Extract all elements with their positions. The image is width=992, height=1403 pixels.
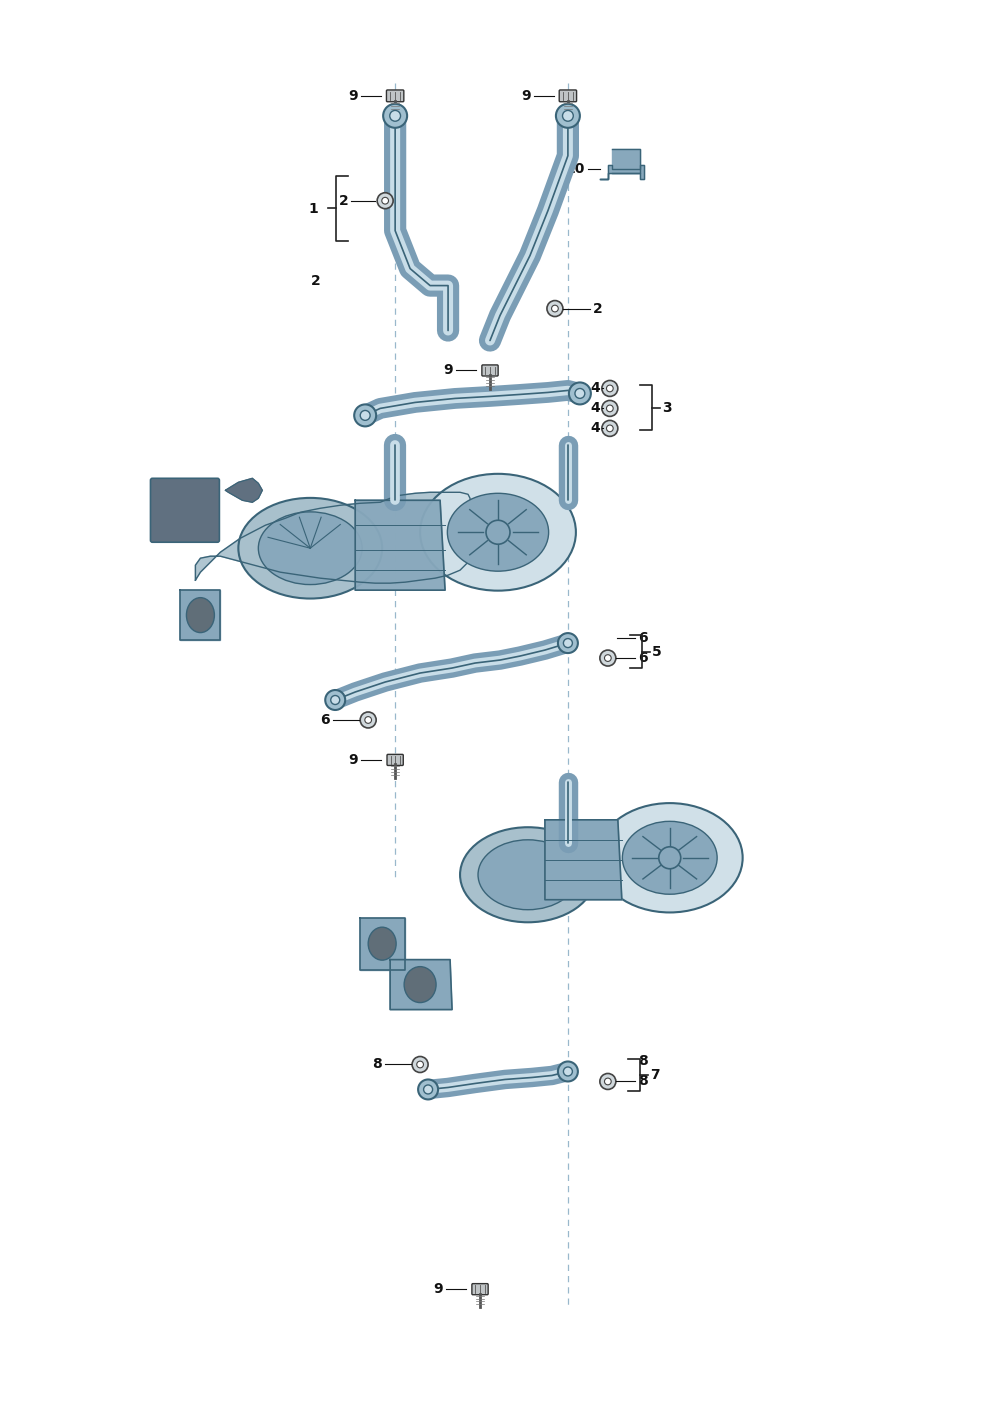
FancyBboxPatch shape (387, 755, 404, 766)
Circle shape (606, 425, 613, 432)
Circle shape (606, 405, 613, 411)
Circle shape (659, 847, 681, 868)
Text: 8: 8 (638, 1055, 648, 1069)
Circle shape (563, 638, 572, 648)
Text: 4: 4 (590, 382, 600, 396)
Text: 9: 9 (522, 88, 531, 102)
Circle shape (606, 384, 613, 391)
Circle shape (325, 690, 345, 710)
Text: 7: 7 (650, 1069, 660, 1083)
Circle shape (562, 111, 573, 121)
Text: 9: 9 (348, 88, 358, 102)
Ellipse shape (622, 821, 717, 894)
Circle shape (486, 521, 510, 544)
Circle shape (365, 717, 372, 724)
Circle shape (360, 711, 376, 728)
Ellipse shape (368, 927, 396, 960)
FancyBboxPatch shape (387, 90, 404, 102)
Ellipse shape (238, 498, 382, 599)
Text: 9: 9 (348, 753, 358, 767)
Circle shape (602, 380, 618, 397)
Circle shape (390, 111, 401, 121)
Circle shape (556, 104, 580, 128)
Text: 3: 3 (662, 401, 672, 415)
Text: 4: 4 (590, 401, 600, 415)
Circle shape (424, 1085, 433, 1094)
FancyBboxPatch shape (151, 478, 219, 542)
Circle shape (547, 300, 562, 317)
Text: 4: 4 (590, 421, 600, 435)
Polygon shape (195, 492, 470, 584)
Circle shape (600, 1073, 616, 1090)
Circle shape (602, 421, 618, 436)
Circle shape (417, 1061, 424, 1068)
Text: 6: 6 (320, 713, 330, 727)
Polygon shape (612, 149, 640, 173)
Circle shape (552, 306, 558, 311)
Circle shape (330, 696, 339, 704)
Text: 2: 2 (593, 302, 602, 316)
Ellipse shape (404, 967, 436, 1003)
Circle shape (382, 198, 389, 203)
Circle shape (604, 1078, 611, 1085)
Text: 9: 9 (434, 1282, 443, 1296)
Ellipse shape (478, 840, 578, 909)
Circle shape (575, 389, 585, 398)
Polygon shape (390, 960, 452, 1010)
Text: 6: 6 (638, 651, 648, 665)
Text: 10: 10 (565, 161, 585, 175)
FancyBboxPatch shape (559, 90, 576, 102)
Text: 6: 6 (638, 631, 648, 645)
Ellipse shape (258, 512, 362, 585)
Polygon shape (600, 164, 644, 178)
Ellipse shape (420, 474, 576, 591)
Text: 2: 2 (338, 194, 348, 208)
Circle shape (604, 655, 611, 661)
Circle shape (600, 650, 616, 666)
Text: 5: 5 (652, 645, 662, 659)
Circle shape (602, 400, 618, 417)
Polygon shape (355, 501, 445, 591)
Ellipse shape (597, 803, 743, 912)
Polygon shape (181, 591, 220, 640)
Text: 8: 8 (638, 1075, 648, 1089)
Polygon shape (360, 918, 405, 969)
FancyBboxPatch shape (482, 365, 498, 376)
Text: 2: 2 (310, 274, 320, 288)
Circle shape (568, 383, 591, 404)
Circle shape (383, 104, 407, 128)
Circle shape (418, 1079, 438, 1100)
FancyBboxPatch shape (472, 1284, 488, 1295)
Circle shape (558, 633, 578, 652)
Circle shape (360, 411, 370, 421)
Circle shape (354, 404, 376, 427)
Ellipse shape (186, 598, 214, 633)
Circle shape (563, 1068, 572, 1076)
Circle shape (377, 192, 393, 209)
Polygon shape (545, 819, 622, 899)
Ellipse shape (460, 828, 596, 922)
Polygon shape (225, 478, 262, 502)
Text: 8: 8 (372, 1058, 382, 1072)
Ellipse shape (447, 494, 549, 571)
Text: 1: 1 (309, 202, 318, 216)
Circle shape (558, 1062, 578, 1082)
Text: 9: 9 (443, 363, 453, 377)
Circle shape (412, 1056, 429, 1072)
